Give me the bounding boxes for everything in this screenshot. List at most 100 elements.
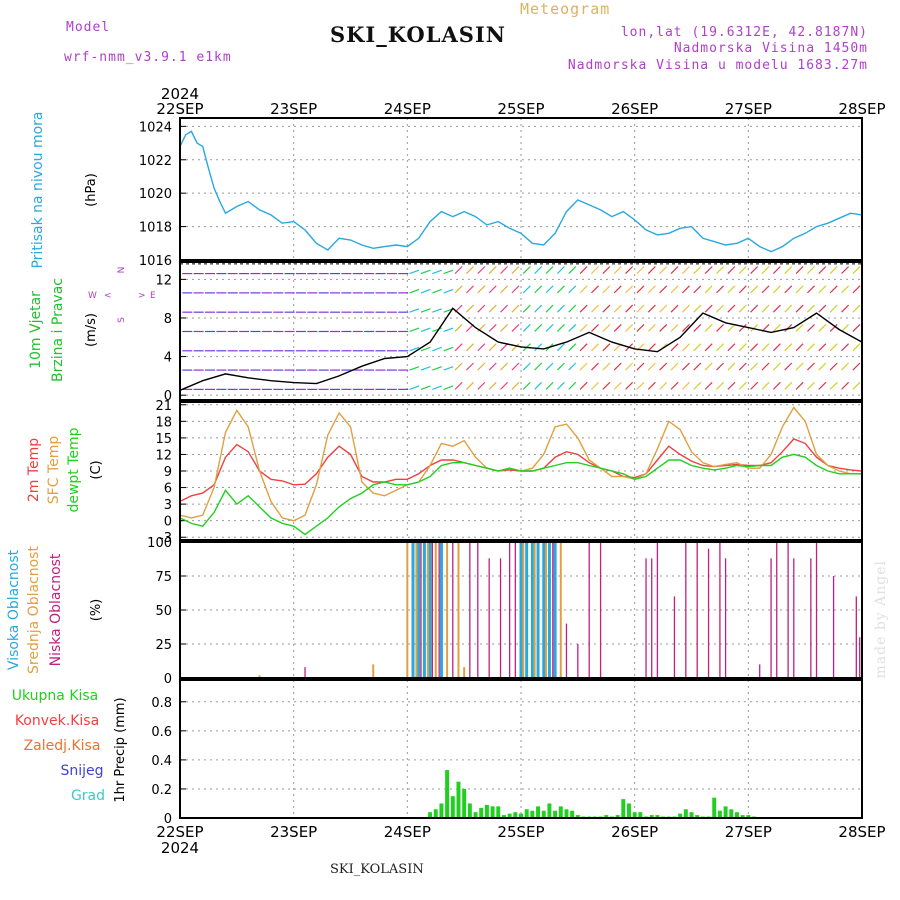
wind-barb (522, 323, 531, 332)
wind-barb (579, 266, 588, 275)
wind-barb (761, 266, 770, 275)
temp-ylabel: (C) (89, 460, 104, 479)
wind-dir-e: E (150, 291, 156, 301)
temp-tick-label: 3 (164, 498, 172, 513)
wind-barb (750, 381, 759, 390)
wind-barb (727, 266, 736, 275)
wind-barb (795, 381, 804, 390)
wind-barb (647, 304, 656, 313)
wind-barb (420, 385, 431, 390)
wind-barb (647, 343, 656, 352)
wind-speed-line (179, 307, 863, 391)
precip-panel-frame (179, 679, 863, 819)
wind-barb (716, 266, 725, 275)
wind-barb (420, 366, 431, 371)
wind-barb (750, 304, 759, 313)
wind-barb (772, 362, 781, 371)
precip-bar (615, 815, 620, 818)
cloud-tick-label: 75 (155, 570, 172, 585)
wind-barb (477, 381, 486, 390)
wind-barb (670, 381, 679, 390)
precip-bar (433, 809, 438, 818)
wind-barb (613, 285, 622, 294)
wind-barb (784, 285, 793, 294)
wind-barb (681, 343, 690, 352)
wind-dir-s: S (117, 317, 127, 323)
temp-2m-label: 2m Temp (26, 438, 42, 502)
wind-barb (704, 285, 713, 294)
wind-barb (647, 266, 656, 275)
precip-bar (450, 796, 455, 818)
wind-barb (704, 381, 713, 390)
wind-barb (841, 381, 850, 390)
wind-barb (420, 269, 431, 275)
wind-barb (829, 362, 838, 371)
wind-barb (841, 266, 850, 275)
wind-barb (727, 343, 736, 352)
wind-barb (772, 266, 781, 275)
precip-legend-item: Grad (71, 788, 105, 804)
wind-barb (761, 362, 770, 371)
top-date-label: 25SEP (497, 100, 544, 118)
wind-tick-label: 8 (164, 312, 172, 327)
wind-barb (591, 266, 599, 275)
wind-barb (534, 343, 543, 352)
pressure-panel-frame (179, 117, 863, 261)
wind-barb (670, 362, 679, 371)
temp-tick-label: 12 (155, 448, 172, 463)
wind-barb (727, 323, 736, 332)
precip-bar (678, 813, 683, 818)
wind-tick-label: 0 (164, 389, 172, 404)
precip-tick-label: 0 (164, 812, 172, 827)
wind-dir-right: > (138, 291, 146, 301)
wind-barb (432, 308, 442, 313)
top-date-label: 23SEP (270, 100, 317, 118)
wind-barb (625, 323, 634, 332)
wind-barb (602, 362, 611, 371)
wind-barb (681, 285, 690, 294)
bottom-date-label: 27SEP (725, 823, 772, 841)
wind-barb (681, 323, 690, 332)
wind-barb (772, 343, 781, 352)
precip-bar (524, 809, 529, 818)
precip-tick-label: 0.4 (151, 754, 172, 769)
cloud-mid-label: Srednja Oblacnost (26, 546, 42, 674)
wind-barb (807, 304, 815, 313)
wind-barb (522, 304, 531, 313)
precip-bar (513, 812, 518, 818)
wind-barb (738, 362, 747, 371)
wind-dir-left: < (104, 291, 112, 301)
wind-barb (636, 323, 645, 332)
wind-barb (534, 323, 543, 332)
precip-bar (496, 806, 501, 818)
cloud-ylabel: (%) (89, 599, 104, 622)
precip-legend-item: Snijeg (60, 763, 103, 779)
precip-bar (541, 810, 546, 818)
wind-barb (443, 366, 454, 371)
precip-bar (723, 806, 728, 818)
precip-bar (530, 810, 535, 818)
wind-barb (750, 343, 759, 352)
wind-barb (488, 343, 497, 352)
wind-barb (613, 323, 622, 332)
wind-barb (466, 362, 474, 371)
wind-barb (579, 381, 588, 390)
wind-barb (738, 304, 747, 313)
wind-barb (568, 343, 577, 352)
wind-barb (829, 381, 838, 390)
wind-barb (511, 304, 520, 313)
wind-barb (432, 366, 442, 371)
wind-barb (704, 266, 713, 275)
wind-barb (647, 285, 656, 294)
bottom-date-label: 23SEP (270, 823, 317, 841)
wind-barb (500, 285, 509, 294)
temp-tick-label: 15 (155, 432, 172, 447)
wind-barb (693, 362, 702, 371)
wind-barb (545, 323, 554, 332)
wind-barb (727, 381, 736, 390)
temp-tick-label: 21 (155, 399, 172, 414)
wind-barb (613, 266, 622, 275)
precip-tick-label: 0.6 (151, 725, 172, 740)
wind-barb (625, 304, 634, 313)
wind-barb (761, 285, 770, 294)
